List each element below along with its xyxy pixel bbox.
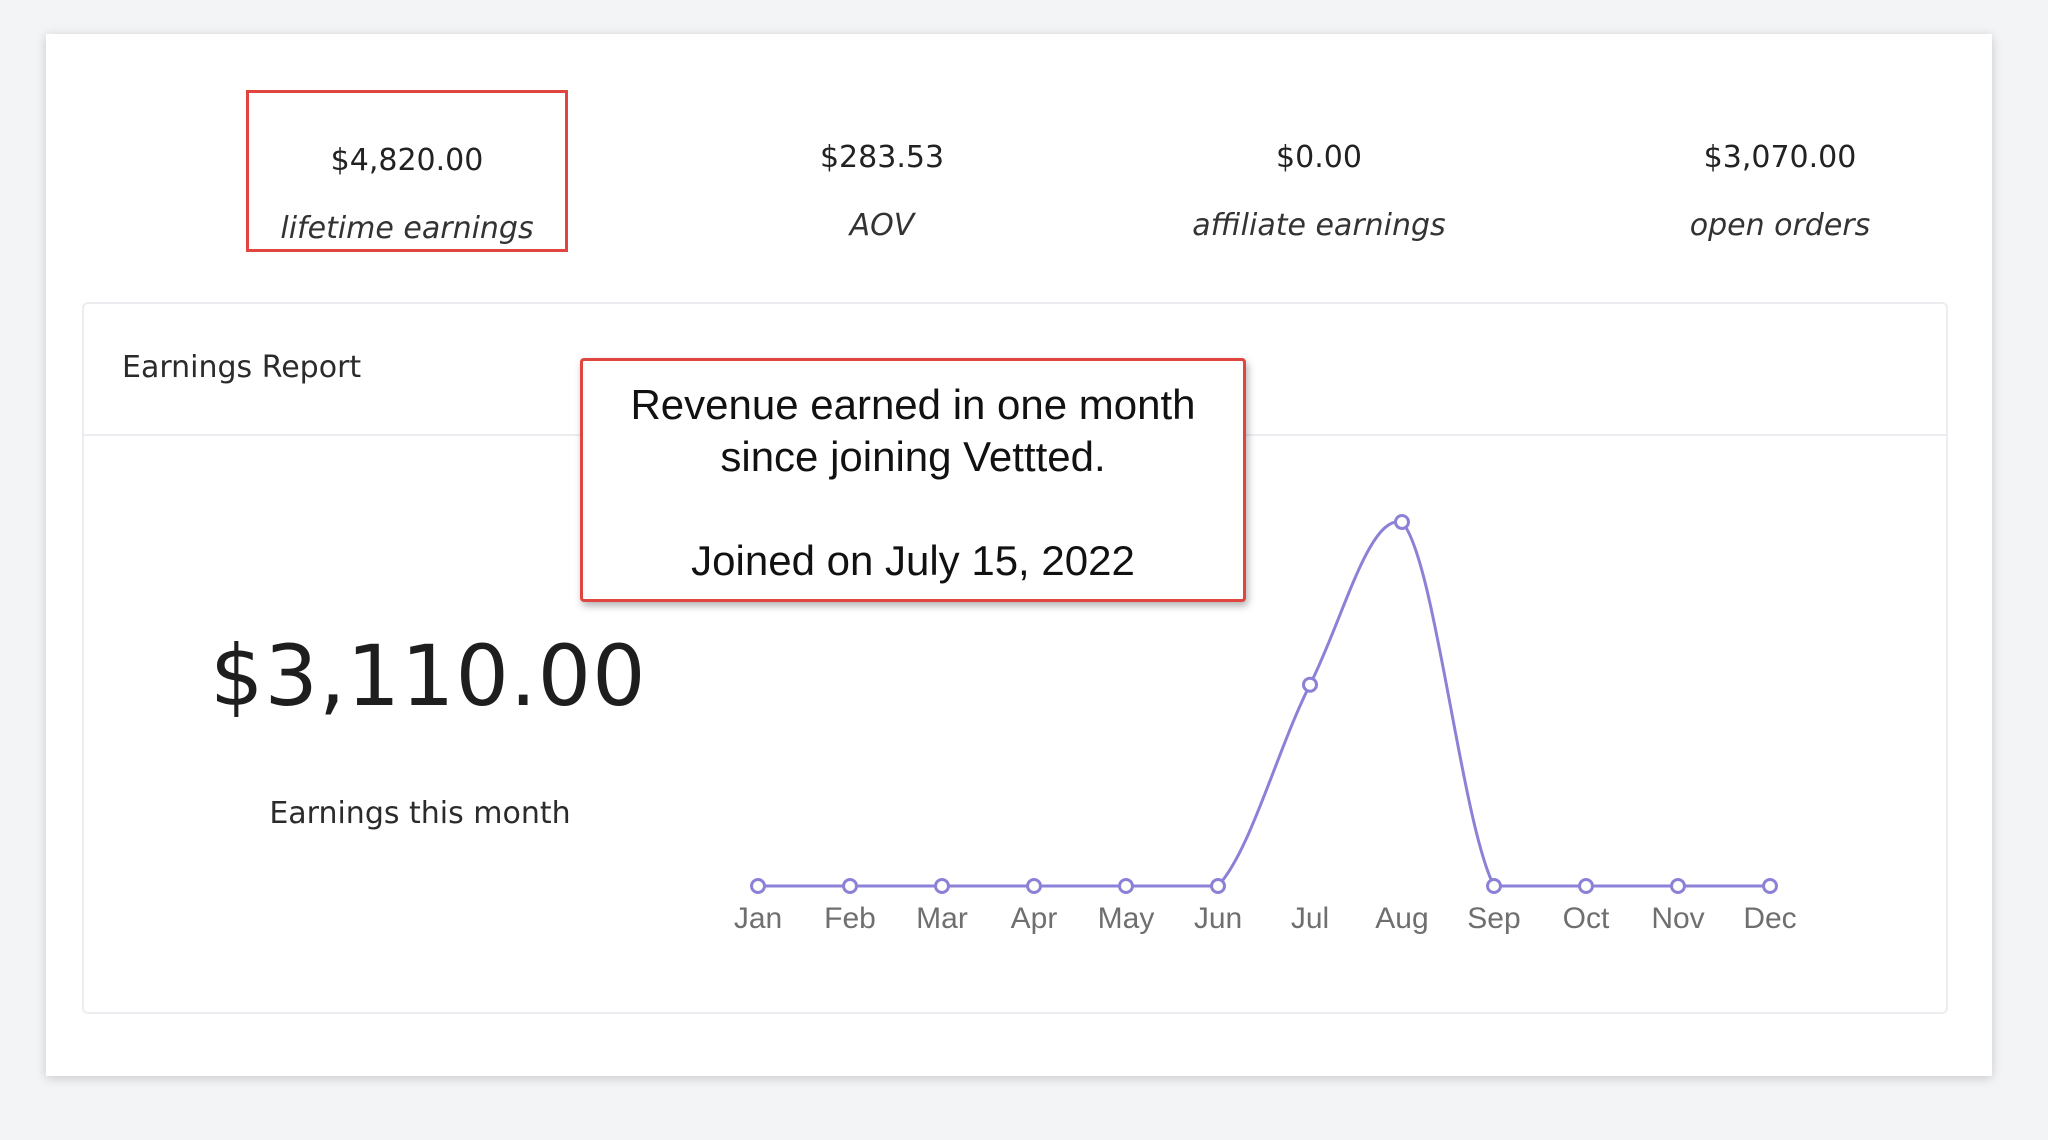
x-tick-label: Nov [1651, 902, 1704, 935]
data-point-apr[interactable] [1026, 878, 1042, 894]
x-tick-label: Jul [1291, 902, 1329, 935]
data-point-aug[interactable] [1394, 514, 1410, 530]
data-point-jun[interactable] [1210, 878, 1226, 894]
x-tick-label: Sep [1467, 902, 1520, 935]
month-earnings-amount: $3,110.00 [210, 627, 647, 725]
earnings-report-panel: Earnings Report $3,110.00 Earnings this … [82, 302, 1948, 1014]
stat-value: $0.00 [1276, 140, 1362, 175]
data-point-nov[interactable] [1670, 878, 1686, 894]
callout-line: Revenue earned in one month [630, 381, 1196, 428]
x-tick-label: May [1098, 902, 1155, 935]
x-tick-label: Oct [1563, 902, 1610, 935]
callout-line: Joined on July 15, 2022 [691, 537, 1135, 584]
data-point-mar[interactable] [934, 878, 950, 894]
x-tick-label: Apr [1011, 902, 1058, 935]
stat-affiliate-earnings: $0.00 affiliate earnings [1144, 90, 1494, 252]
stat-aov: $283.53 AOV [722, 90, 1042, 252]
stat-value: $3,070.00 [1703, 140, 1857, 175]
stat-label: affiliate earnings [1192, 208, 1446, 243]
month-earnings-label: Earnings this month [269, 796, 571, 831]
stat-label: open orders [1689, 208, 1871, 243]
data-point-may[interactable] [1118, 878, 1134, 894]
stat-value: $283.53 [819, 140, 945, 175]
data-point-dec[interactable] [1762, 878, 1778, 894]
stat-label: lifetime earnings [280, 211, 534, 246]
data-point-jul[interactable] [1302, 676, 1318, 693]
x-tick-label: Dec [1743, 902, 1796, 935]
x-tick-label: Jan [734, 902, 782, 935]
data-point-sep[interactable] [1486, 878, 1502, 894]
x-tick-label: Aug [1375, 902, 1428, 935]
x-tick-label: Mar [916, 902, 968, 935]
earnings-line-chart: Jan Feb Mar Apr May Jun Jul Aug Sep Oct Nov Dec [734, 514, 1797, 935]
stat-label: AOV [849, 208, 915, 243]
earnings-card: $4,820.00 lifetime earnings $283.53 AOV … [46, 34, 1992, 1076]
stat-lifetime-earnings: $4,820.00 lifetime earnings [246, 90, 568, 252]
annotation-callout: Revenue earned in one month since joinin… [580, 358, 1246, 602]
stat-value: $4,820.00 [330, 143, 484, 178]
data-point-feb[interactable] [842, 878, 858, 894]
x-tick-label: Feb [824, 902, 876, 935]
data-point-oct[interactable] [1578, 878, 1594, 894]
report-title: Earnings Report [122, 350, 362, 385]
stat-open-orders: $3,070.00 open orders [1610, 90, 1950, 252]
data-point-jan[interactable] [750, 878, 766, 894]
callout-line: since joining Vettted. [720, 433, 1106, 480]
x-tick-label: Jun [1194, 902, 1242, 935]
